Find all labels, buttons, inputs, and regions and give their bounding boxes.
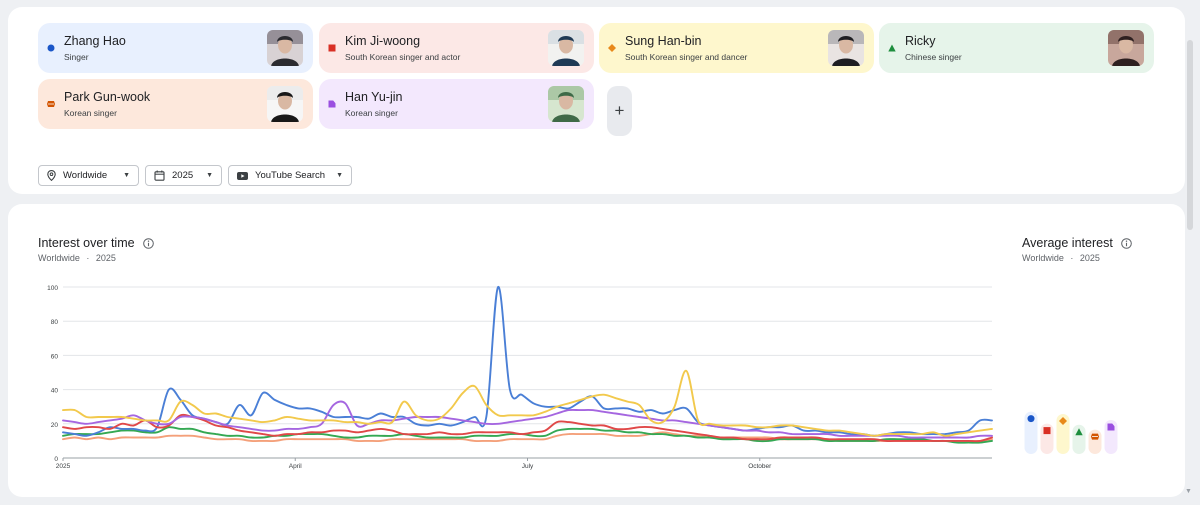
- chevron-down-icon: ▼: [206, 172, 213, 179]
- info-icon[interactable]: [142, 237, 154, 249]
- average-bar-ricky: [1072, 424, 1086, 454]
- location-pin-icon: [47, 170, 56, 181]
- y-tick-label: 20: [51, 422, 59, 429]
- triangle-marker-icon: [1075, 428, 1083, 436]
- term-photo: [1108, 30, 1144, 66]
- info-icon[interactable]: [1120, 237, 1132, 249]
- chevron-down-icon: ▼: [336, 172, 343, 179]
- term-name: Kim Ji-woong: [345, 33, 421, 48]
- term-description: South Korean singer and actor: [345, 51, 461, 62]
- y-tick-label: 40: [51, 388, 59, 395]
- x-tick-label: October: [748, 463, 772, 470]
- x-tick-label: 2025: [56, 463, 71, 470]
- search-term-card[interactable]: Zhang Hao Singer: [38, 23, 313, 73]
- term-description: Singer: [64, 51, 89, 62]
- term-photo: [828, 30, 864, 66]
- add-term-button[interactable]: +: [607, 86, 632, 136]
- x-tick-label: July: [522, 463, 534, 470]
- triangle-marker-icon: [888, 44, 896, 52]
- series-line-sung-han-bin: [62, 369, 993, 437]
- series-line-kim-ji-woong: [62, 413, 993, 443]
- term-description: South Korean singer and dancer: [625, 51, 748, 62]
- y-tick-label: 80: [51, 319, 59, 326]
- term-photo: [548, 30, 584, 66]
- location-filter[interactable]: Worldwide ▼: [38, 165, 139, 186]
- search-term-card[interactable]: Sung Han-bin South Korean singer and danc…: [599, 23, 874, 73]
- term-name: Park Gun-wook: [64, 89, 151, 104]
- source-filter-label: YouTube Search: [255, 170, 326, 181]
- location-filter-label: Worldwide: [63, 170, 108, 181]
- search-term-card[interactable]: Park Gun-wook Korean singer: [38, 79, 313, 129]
- term-photo: [267, 30, 303, 66]
- calendar-icon: [154, 170, 165, 181]
- term-name: Han Yu-jin: [345, 89, 403, 104]
- results-card: Interest over time Worldwide · 2025 Aver…: [8, 204, 1185, 497]
- flag-marker-icon: [1107, 423, 1115, 431]
- interest-subtitle: Worldwide · 2025: [38, 253, 116, 263]
- scroll-down-icon[interactable]: ▼: [1185, 488, 1192, 495]
- year-filter[interactable]: 2025 ▼: [145, 165, 222, 186]
- term-description: Korean singer: [345, 107, 398, 118]
- average-interest-title: Average interest: [1022, 236, 1132, 250]
- term-name: Sung Han-bin: [625, 33, 702, 48]
- search-term-card[interactable]: Kim Ji-woong South Korean singer and acto…: [319, 23, 594, 73]
- average-bar-sung-han-bin: [1056, 414, 1070, 454]
- term-description: Korean singer: [64, 107, 117, 118]
- term-name: Zhang Hao: [64, 33, 126, 48]
- average-subtitle: Worldwide · 2025: [1022, 253, 1100, 263]
- search-term-card[interactable]: Ricky Chinese singer: [879, 23, 1154, 73]
- term-photo: [267, 86, 303, 122]
- series-line-han-yu-jin: [62, 400, 993, 439]
- flag-marker-icon: [328, 100, 336, 108]
- search-term-card[interactable]: Han Yu-jin Korean singer: [319, 79, 594, 129]
- hex-marker-icon: [47, 100, 55, 108]
- y-tick-label: 100: [47, 285, 58, 292]
- chevron-down-icon: ▼: [123, 172, 130, 179]
- source-filter[interactable]: YouTube Search ▼: [228, 165, 352, 186]
- average-bar-park-gun-wook: [1088, 429, 1102, 454]
- circle-marker-icon: [1027, 415, 1035, 423]
- scrollbar-thumb[interactable]: [1187, 40, 1193, 230]
- average-bar-zhang-hao: [1024, 411, 1038, 454]
- diamond-marker-icon: [608, 44, 616, 52]
- year-filter-label: 2025: [172, 170, 194, 181]
- square-marker-icon: [1043, 427, 1051, 435]
- circle-marker-icon: [47, 44, 55, 52]
- hex-marker-icon: [1091, 433, 1099, 440]
- comparison-card: Zhang Hao Singer Kim Ji-woong South Korean…: [8, 7, 1185, 194]
- x-tick-label: April: [289, 463, 303, 470]
- term-name: Ricky: [905, 33, 936, 48]
- series-line-ricky: [62, 426, 993, 444]
- diamond-marker-icon: [1059, 417, 1067, 425]
- interest-over-time-title: Interest over time: [38, 236, 154, 250]
- y-tick-label: 0: [54, 456, 58, 463]
- y-tick-label: 60: [51, 353, 59, 360]
- term-photo: [548, 86, 584, 122]
- term-description: Chinese singer: [905, 51, 962, 62]
- square-marker-icon: [328, 44, 336, 52]
- youtube-icon: [237, 171, 248, 180]
